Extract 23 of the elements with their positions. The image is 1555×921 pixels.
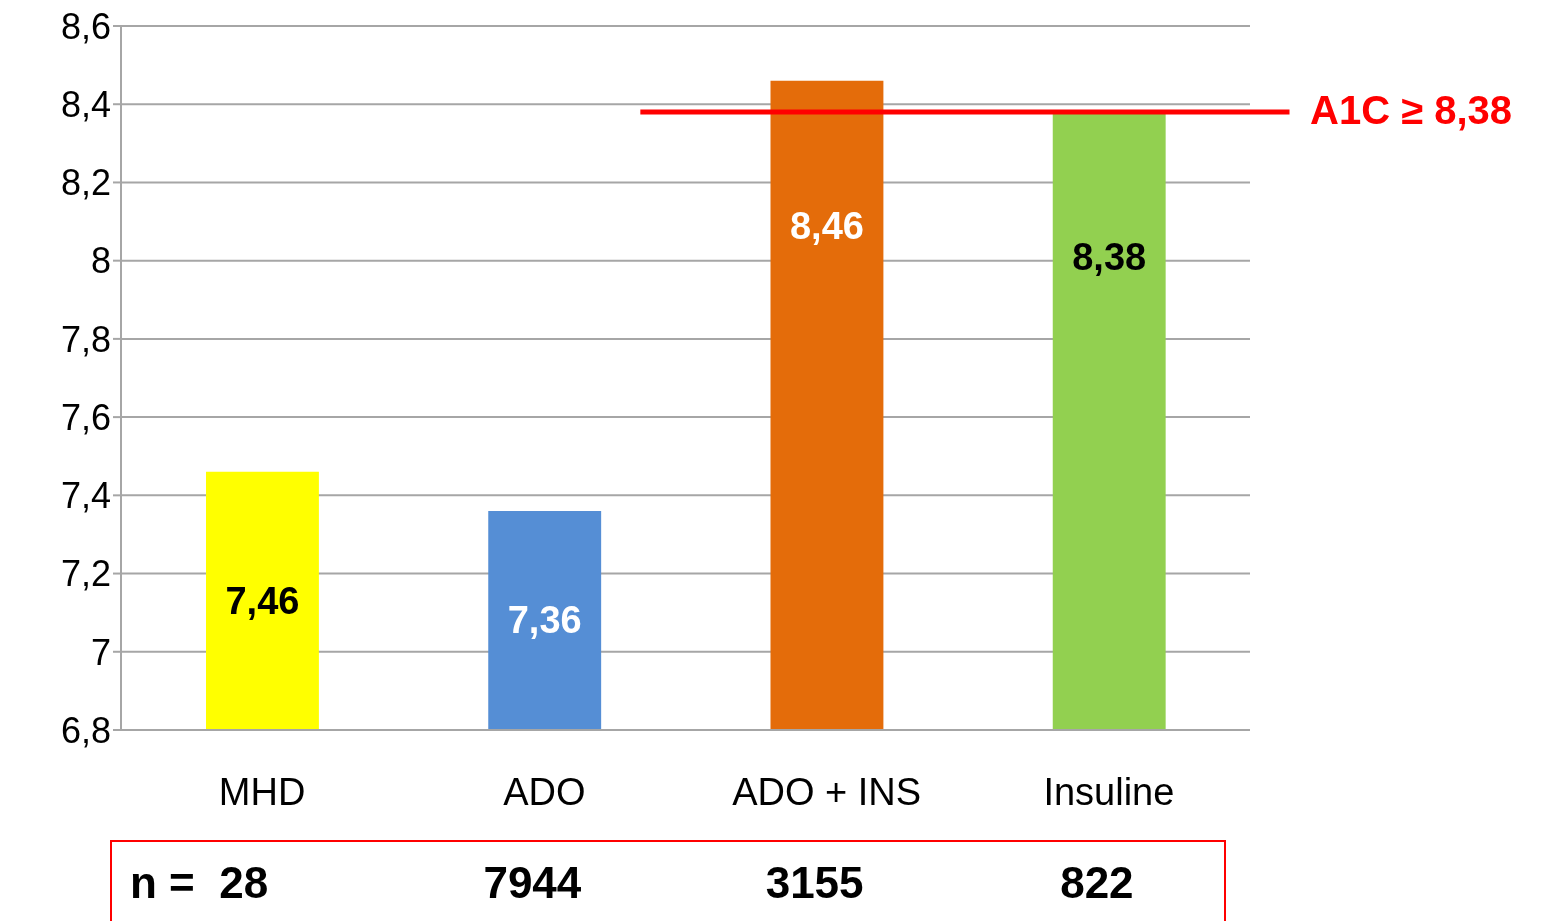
data-label: 7,46 [225, 579, 300, 622]
y-tick-label: 8,4 [60, 84, 111, 125]
data-label: 8,46 [789, 204, 864, 247]
text: 822 [1059, 858, 1135, 908]
y-tick-label: 6,8 [60, 709, 111, 751]
x-tick-label: MHD [218, 770, 306, 813]
x-tick-label: ADO [503, 770, 586, 813]
y-tick-label: 8 [90, 240, 111, 282]
x-tick-label: Insuline [1043, 770, 1175, 813]
y-tick-label: 7,2 [60, 553, 111, 595]
data-label: 8,38 [1072, 236, 1147, 279]
data-label: 7,36 [507, 599, 582, 642]
text: n = 28 [130, 858, 269, 908]
y-tick-label: 7,4 [60, 475, 111, 517]
y-tick-label: 7 [90, 631, 111, 673]
ref-line-label: A1C ≥ 8,38 [1310, 88, 1513, 134]
x-tick-label: ADO + INS [732, 770, 922, 813]
y-tick-label: 8,6 [60, 5, 111, 47]
y-tick-label: 7,8 [60, 318, 111, 360]
text: 7944 [482, 858, 583, 908]
y-tick-label: 8,2 [60, 162, 111, 204]
y-tick-label: 7,6 [60, 396, 111, 438]
text: 3155 [764, 858, 865, 908]
